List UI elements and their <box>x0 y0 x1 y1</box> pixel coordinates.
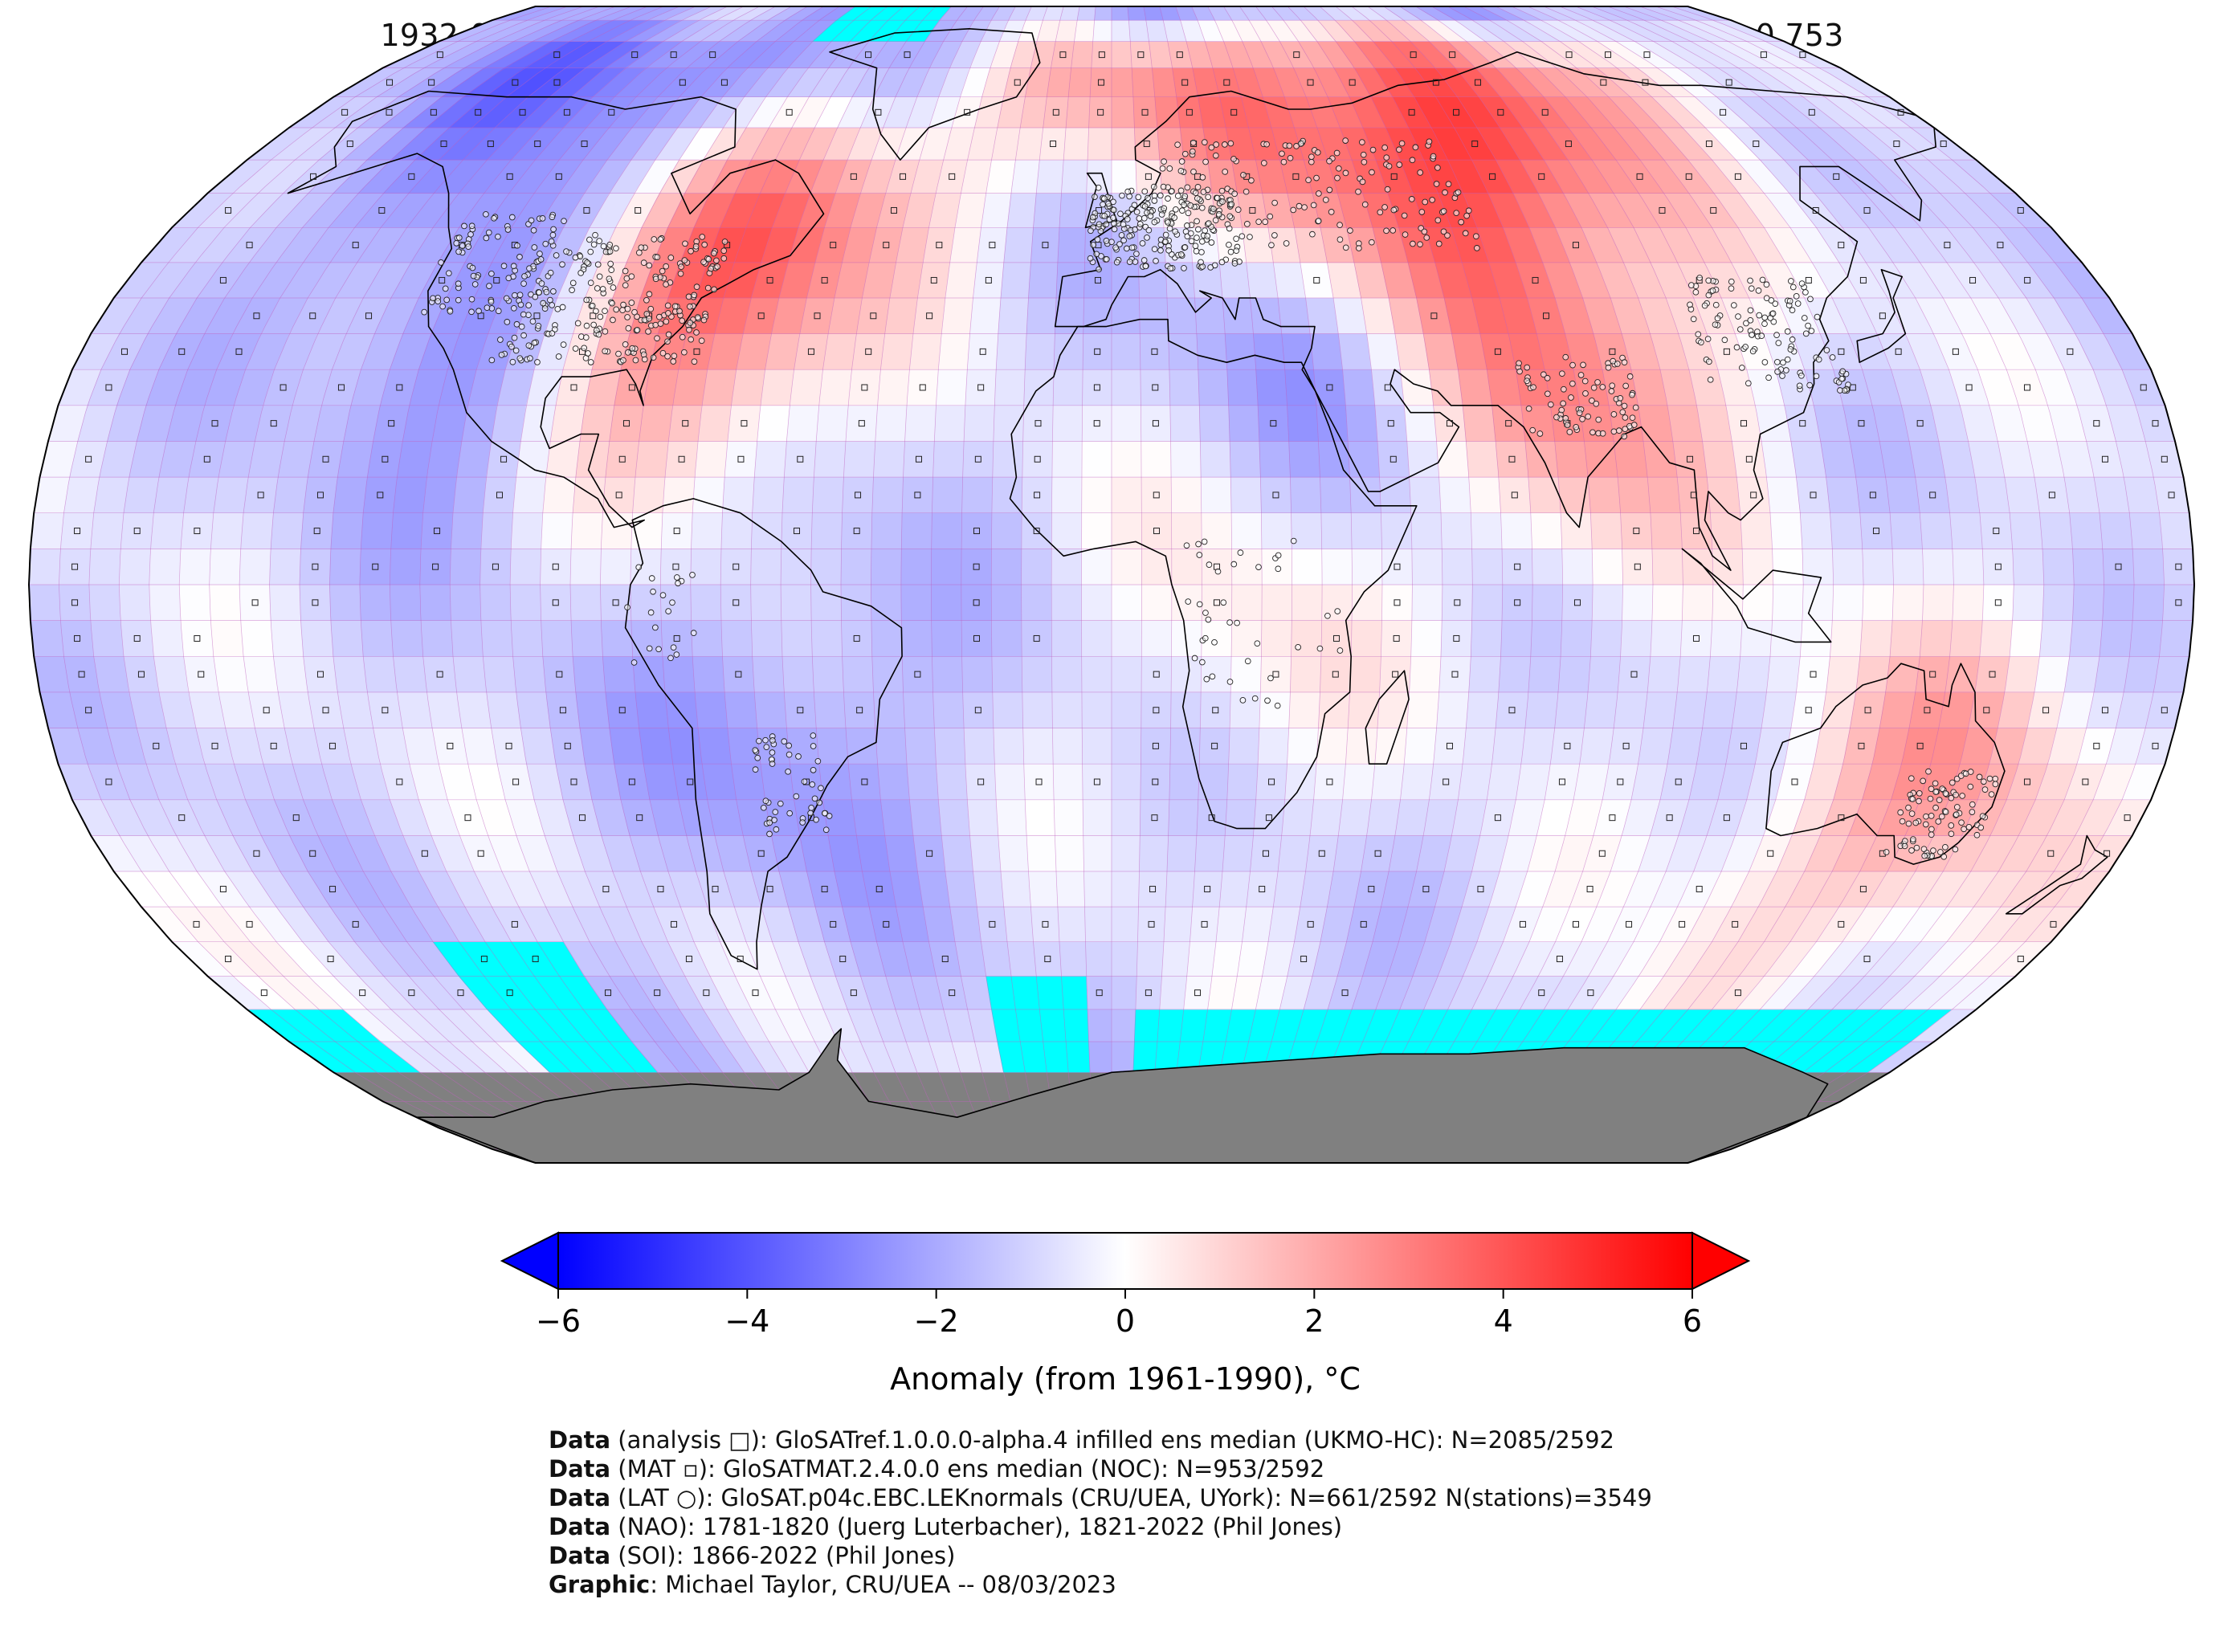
credit-label: Data <box>549 1513 611 1540</box>
credit-text: : Michael Taylor, CRU/UEA -- 08/03/2023 <box>650 1571 1116 1598</box>
colorbar-tick-label: 6 <box>1683 1303 1702 1339</box>
colorbar-high-extension <box>1691 1231 1751 1291</box>
credit-label: Data <box>549 1455 611 1483</box>
credit-line: Data (LAT ○): GloSAT.p04c.EBC.LEKnormals… <box>549 1483 1652 1512</box>
credit-text: (SOI): 1866-2022 (Phil Jones) <box>610 1542 956 1569</box>
credit-label: Data <box>549 1426 611 1454</box>
colorbar-tick-label: 4 <box>1494 1303 1513 1339</box>
colorbar-tick-label: −6 <box>536 1303 581 1339</box>
colorbar-bar <box>557 1232 1693 1290</box>
colorbar-tick-label: 2 <box>1304 1303 1324 1339</box>
world-map <box>27 6 2196 1164</box>
credit-line: Graphic: Michael Taylor, CRU/UEA -- 08/0… <box>549 1570 1652 1599</box>
credit-label: Graphic <box>549 1571 651 1598</box>
colorbar-low-extension <box>500 1231 559 1291</box>
credits: Data (analysis □): GloSATref.1.0.0.0-alp… <box>549 1426 1652 1599</box>
credit-line: Data (MAT ▫): GloSATMAT.2.4.0.0 ens medi… <box>549 1454 1652 1483</box>
credit-text: (LAT ○): GloSAT.p04c.EBC.LEKnormals (CRU… <box>610 1484 1652 1511</box>
credit-line: Data (SOI): 1866-2022 (Phil Jones) <box>549 1541 1652 1570</box>
credit-label: Data <box>549 1542 611 1569</box>
colorbar-tick-label: 0 <box>1116 1303 1135 1339</box>
colorbar-label: Anomaly (from 1961-1990), °C <box>890 1361 1361 1397</box>
colorbar: −6 −4 −2 0 2 4 6 Anomaly (from 1961-1990), °C <box>500 1231 1751 1397</box>
credit-text: (MAT ▫): GloSATMAT.2.4.0.0 ens median (N… <box>610 1455 1325 1483</box>
credit-text: (NAO): 1781-1820 (Juerg Luterbacher), 18… <box>610 1513 1343 1540</box>
credit-line: Data (analysis □): GloSATref.1.0.0.0-alp… <box>549 1426 1652 1454</box>
credit-label: Data <box>549 1484 611 1511</box>
colorbar-tick-label: −4 <box>724 1303 769 1339</box>
credit-text: (analysis □): GloSATref.1.0.0.0-alpha.4 … <box>610 1426 1615 1454</box>
colorbar-tick-label: −2 <box>914 1303 959 1339</box>
credit-line: Data (NAO): 1781-1820 (Juerg Luterbacher… <box>549 1512 1652 1541</box>
